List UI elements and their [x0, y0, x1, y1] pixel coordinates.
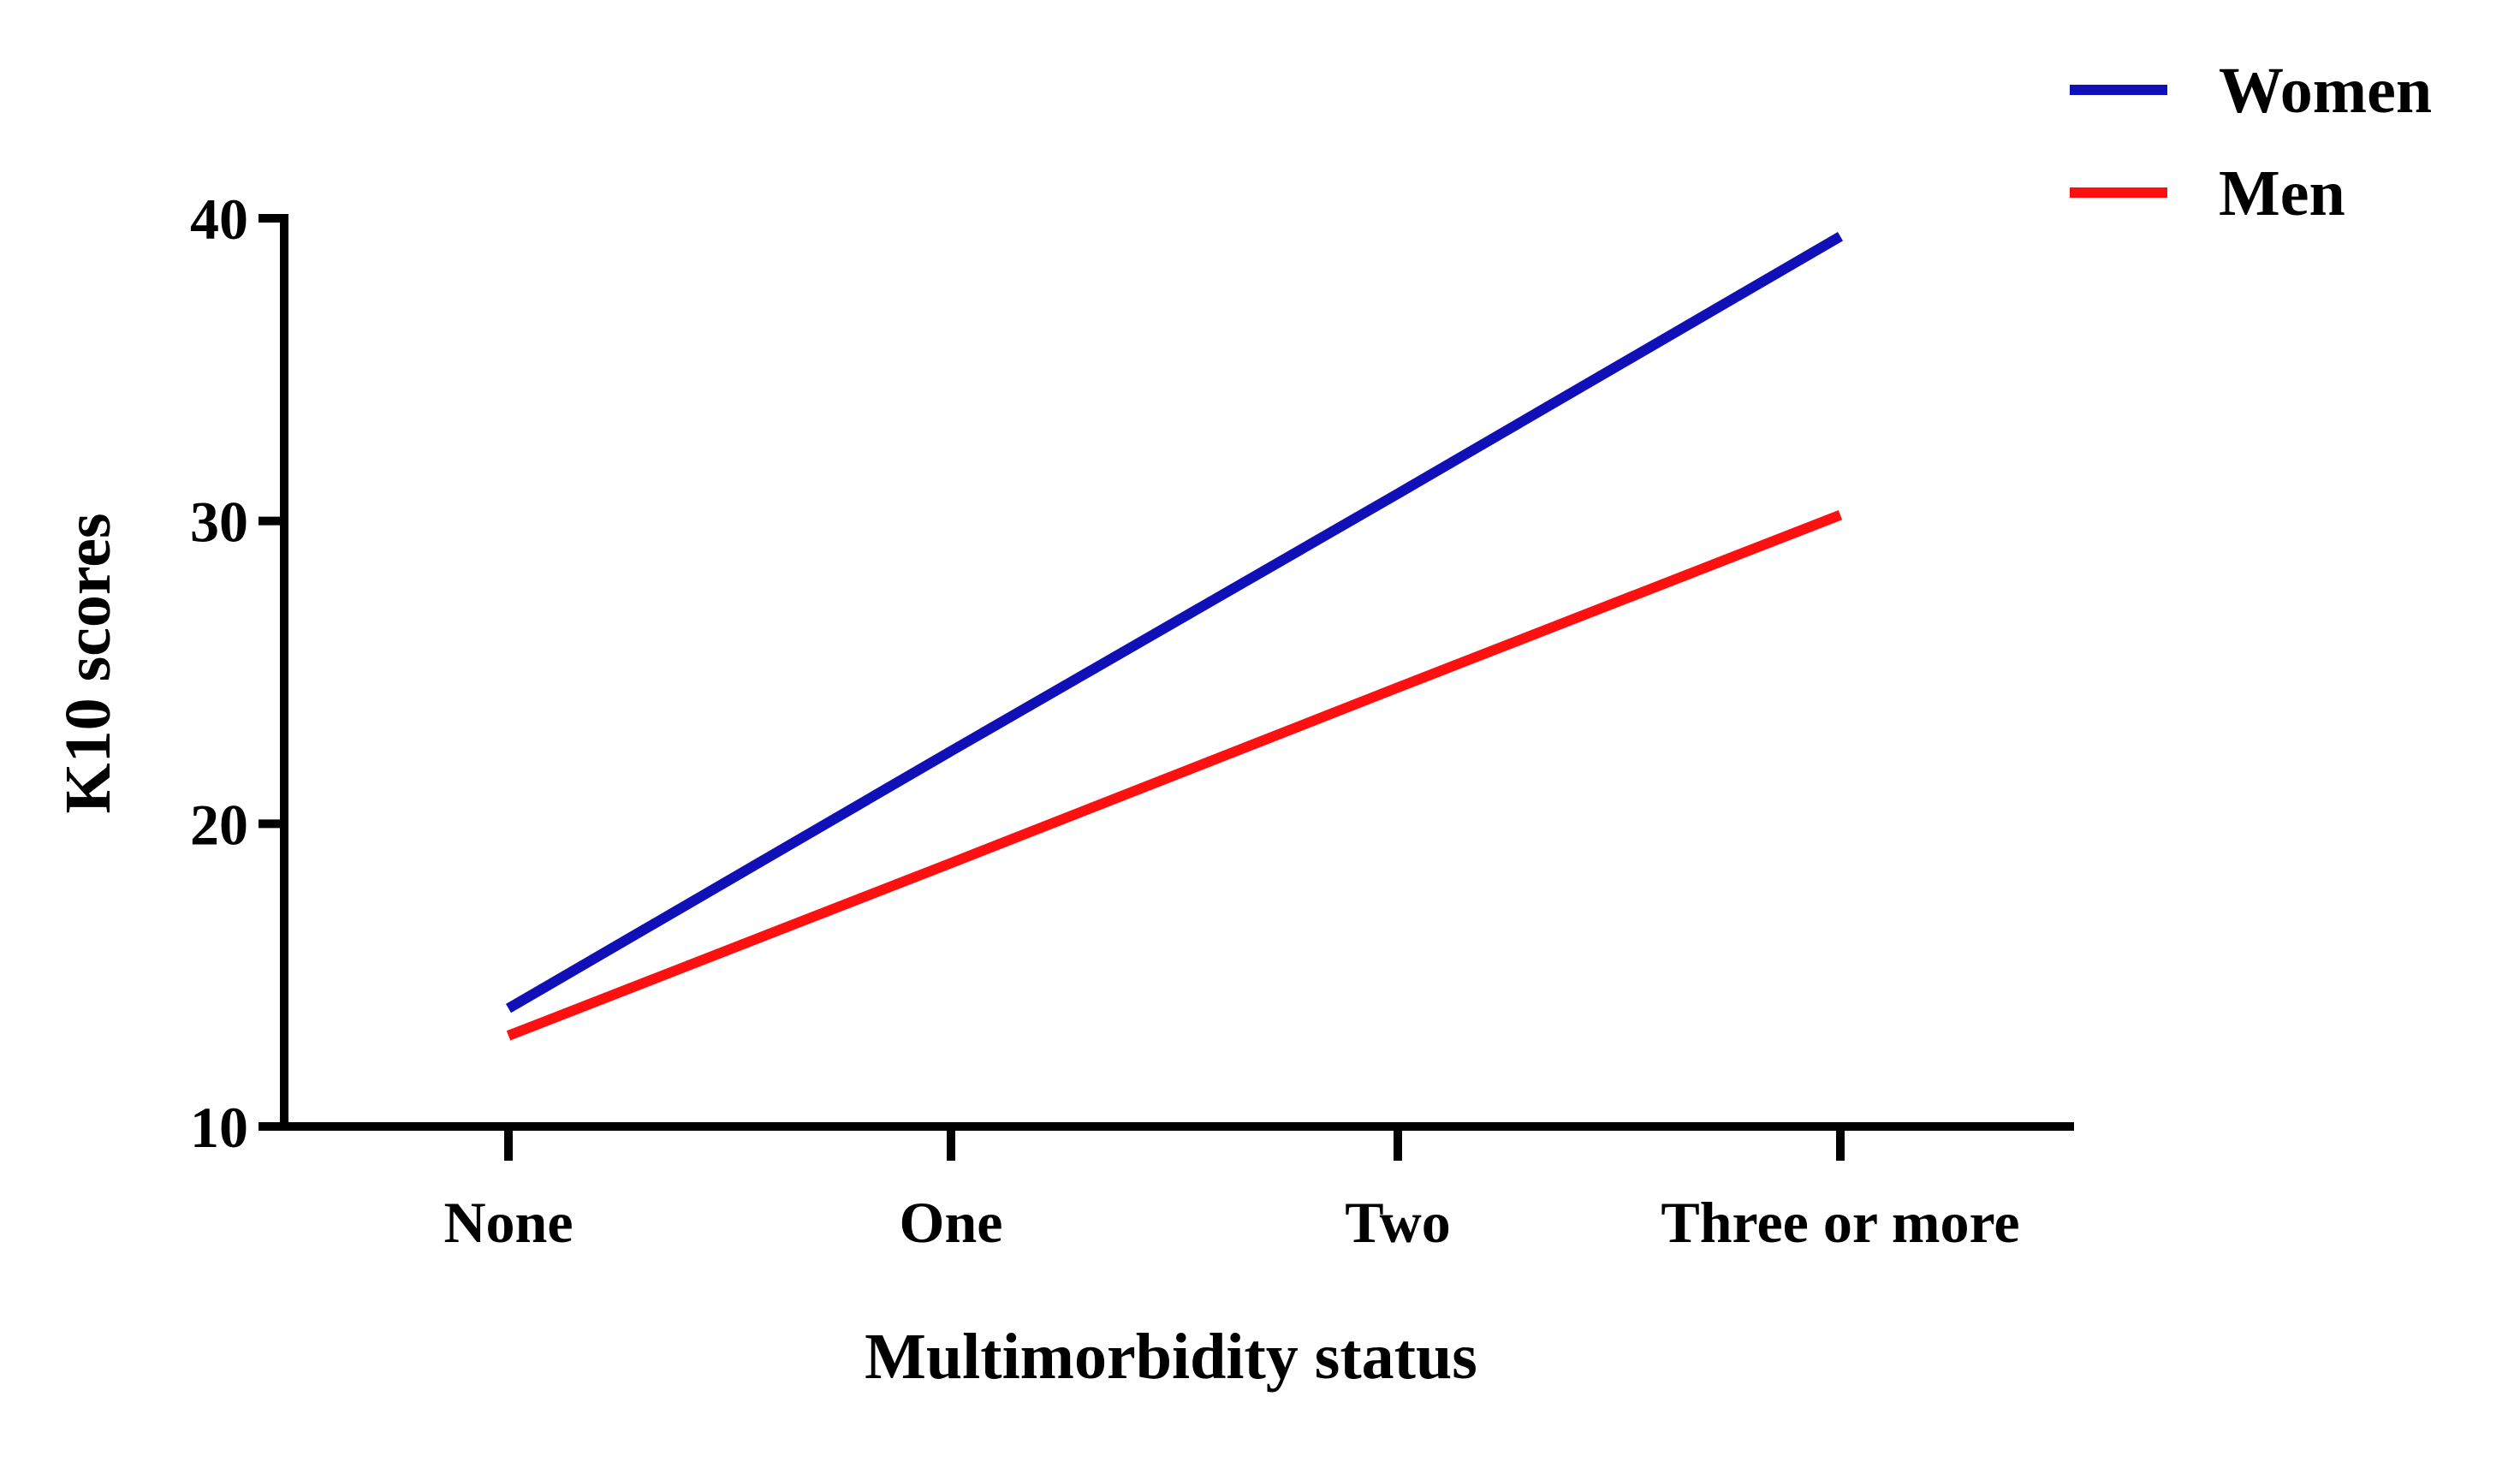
- legend-label-men: Men: [2219, 157, 2345, 229]
- y-tick-label: 30: [190, 490, 248, 555]
- x-tick-label: One: [900, 1190, 1003, 1255]
- series-line-men: [506, 510, 1843, 1041]
- y-axis-title: K10 scores: [52, 513, 124, 813]
- y-ticks: 10 20 30 40: [190, 187, 284, 1160]
- y-tick-label: 10: [190, 1095, 248, 1160]
- x-axis-title: Multimorbidity status: [865, 1321, 1477, 1393]
- x-tick-label: Two: [1345, 1190, 1450, 1255]
- series-line-women: [505, 232, 1844, 1013]
- y-tick-label: 20: [190, 792, 248, 857]
- series-layer: [505, 232, 1844, 1041]
- axes: [280, 214, 2074, 1131]
- y-tick-label: 40: [190, 187, 248, 252]
- legend-label-women: Women: [2219, 55, 2432, 127]
- x-tick-label: Three or more: [1661, 1190, 2019, 1255]
- x-ticks: None One Two Three or more: [443, 1126, 2020, 1255]
- legend: Women Men: [2070, 55, 2432, 229]
- x-tick-label: None: [443, 1190, 573, 1255]
